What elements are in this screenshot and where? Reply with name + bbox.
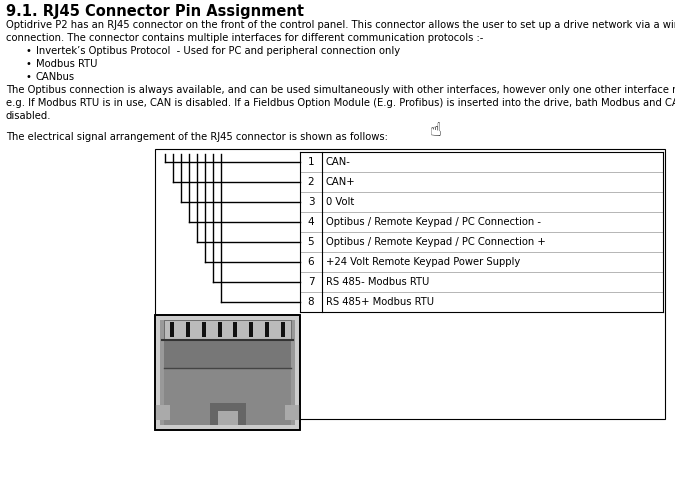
Text: CANbus: CANbus <box>36 72 75 82</box>
Text: 3: 3 <box>308 197 315 207</box>
Text: RS 485- Modbus RTU: RS 485- Modbus RTU <box>326 277 429 287</box>
Text: 0 Volt: 0 Volt <box>326 197 354 207</box>
Text: 9.1. RJ45 Connector Pin Assignment: 9.1. RJ45 Connector Pin Assignment <box>6 4 304 19</box>
Text: CAN-: CAN- <box>326 157 351 167</box>
Text: Optibus / Remote Keypad / PC Connection +: Optibus / Remote Keypad / PC Connection … <box>326 237 546 247</box>
Bar <box>234 322 238 337</box>
Text: •: • <box>25 46 31 56</box>
Text: RS 485+ Modbus RTU: RS 485+ Modbus RTU <box>326 297 434 307</box>
Text: ☝: ☝ <box>430 121 442 140</box>
Text: 7: 7 <box>308 277 315 287</box>
Bar <box>209 403 246 425</box>
Text: Optidrive P2 has an RJ45 connector on the front of the control panel. This conne: Optidrive P2 has an RJ45 connector on th… <box>6 20 675 30</box>
Text: 2: 2 <box>308 177 315 187</box>
Bar <box>164 340 291 368</box>
Bar <box>281 322 285 337</box>
Bar <box>155 315 300 430</box>
Text: 5: 5 <box>308 237 315 247</box>
Text: 1: 1 <box>308 157 315 167</box>
Bar <box>285 405 300 420</box>
Text: •: • <box>25 72 31 82</box>
Bar <box>164 320 291 340</box>
Bar <box>217 322 221 337</box>
Text: Invertek’s Optibus Protocol  - Used for PC and peripheral connection only: Invertek’s Optibus Protocol - Used for P… <box>36 46 400 56</box>
Bar <box>170 322 174 337</box>
Bar <box>217 411 238 425</box>
Text: +24 Volt Remote Keypad Power Supply: +24 Volt Remote Keypad Power Supply <box>326 257 520 267</box>
Text: 8: 8 <box>308 297 315 307</box>
Text: e.g. If Modbus RTU is in use, CAN is disabled. If a Fieldbus Option Module (E.g.: e.g. If Modbus RTU is in use, CAN is dis… <box>6 98 675 108</box>
Bar <box>202 322 206 337</box>
Text: 6: 6 <box>308 257 315 267</box>
Text: The Optibus connection is always available, and can be used simultaneously with : The Optibus connection is always availab… <box>6 85 675 95</box>
Text: •: • <box>25 59 31 69</box>
Text: The electrical signal arrangement of the RJ45 connector is shown as follows:: The electrical signal arrangement of the… <box>6 132 388 142</box>
Bar <box>155 149 665 419</box>
Text: disabled.: disabled. <box>6 111 51 121</box>
Text: connection. The connector contains multiple interfaces for different communicati: connection. The connector contains multi… <box>6 33 483 43</box>
Bar <box>160 320 295 425</box>
Text: Optibus / Remote Keypad / PC Connection -: Optibus / Remote Keypad / PC Connection … <box>326 217 541 227</box>
Bar <box>164 368 291 425</box>
Bar <box>249 322 253 337</box>
Bar <box>186 322 190 337</box>
Bar <box>155 405 170 420</box>
Text: Modbus RTU: Modbus RTU <box>36 59 97 69</box>
Text: CAN+: CAN+ <box>326 177 356 187</box>
Text: 4: 4 <box>308 217 315 227</box>
Bar <box>155 315 300 430</box>
Bar <box>265 322 269 337</box>
